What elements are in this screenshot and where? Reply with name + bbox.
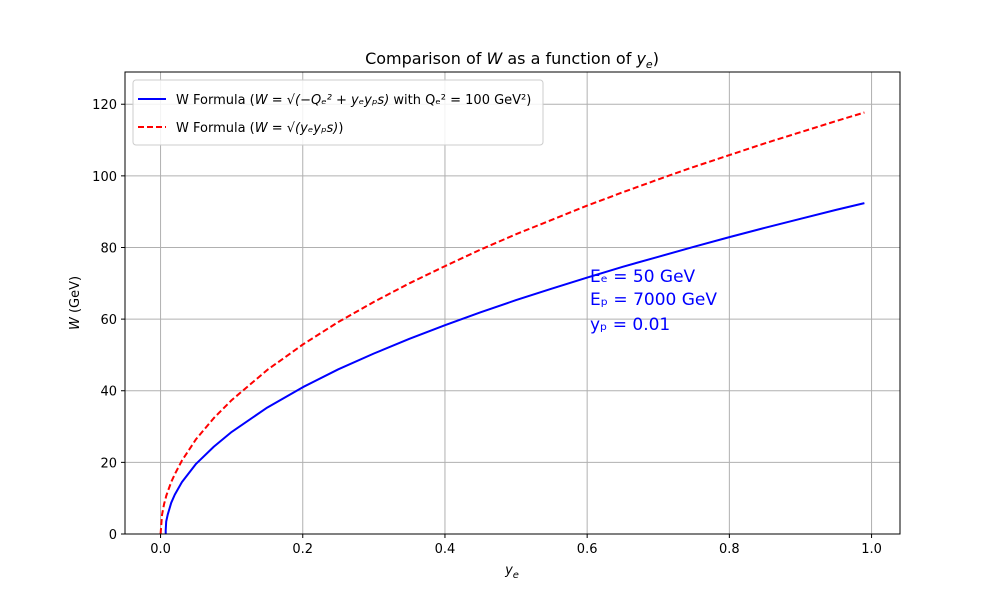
series-line-q2-formula <box>164 202 865 534</box>
x-tick-label: 0.4 <box>435 542 456 557</box>
ticks: 0.0 0.2 0.4 0.6 0.8 1.0 0 20 40 60 80 100 120 <box>92 98 882 557</box>
legend-box <box>132 79 544 146</box>
annotation-ee: Eₑ = 50 GeV <box>590 267 696 287</box>
x-axis-label: ye <box>504 563 519 581</box>
annotation-ep: Eₚ = 7000 GeV <box>590 290 717 310</box>
legend-entry-2: W Formula (W = √(yₑyₚs)) <box>176 121 343 136</box>
legend-entry-1: W Formula (W = √(−Qₑ² + yₑyₚs) with Qₑ² … <box>176 93 531 108</box>
x-tick-label: 0.0 <box>150 542 171 557</box>
plot-frame <box>124 71 901 535</box>
parameter-annotation: Eₑ = 50 GeV Eₚ = 7000 GeV yₚ = 0.01 <box>590 267 717 335</box>
annotation-yp: yₚ = 0.01 <box>590 315 670 335</box>
y-tick-label: 100 <box>92 170 117 185</box>
y-tick-label: 60 <box>100 313 117 328</box>
y-tick-label: 0 <box>109 528 117 543</box>
series-layer <box>159 111 865 535</box>
chart-title: Comparison of W as a function of ye) <box>365 49 659 71</box>
series-line-simple-formula <box>159 111 865 535</box>
y-tick-label: 20 <box>100 456 117 471</box>
x-tick-label: 0.8 <box>719 542 740 557</box>
x-tick-label: 1.0 <box>861 542 882 557</box>
legend: W Formula (W = √(−Qₑ² + yₑyₚs) with Qₑ² … <box>132 79 544 146</box>
x-tick-label: 0.2 <box>292 542 313 557</box>
y-tick-label: 40 <box>100 385 117 400</box>
y-axis-label: W (GeV) <box>68 276 83 330</box>
y-tick-label: 120 <box>92 98 117 113</box>
y-tick-label: 80 <box>100 241 117 256</box>
x-tick-label: 0.6 <box>577 542 598 557</box>
